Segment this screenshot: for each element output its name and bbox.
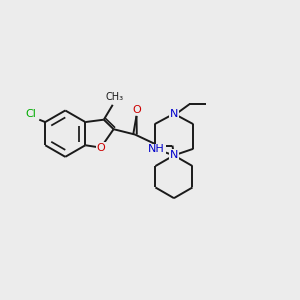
- Text: O: O: [132, 105, 141, 115]
- Text: O: O: [96, 142, 105, 153]
- Text: N: N: [170, 150, 178, 161]
- Text: CH₃: CH₃: [105, 92, 123, 101]
- Text: NH: NH: [148, 144, 165, 154]
- Text: Cl: Cl: [25, 109, 36, 119]
- Text: N: N: [170, 109, 178, 119]
